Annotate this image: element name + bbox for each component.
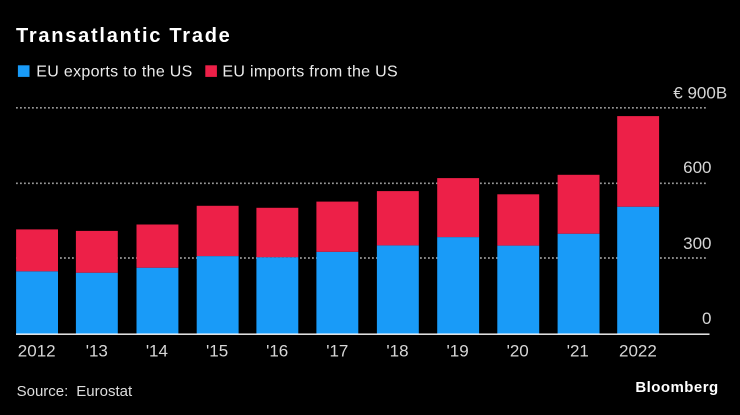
svg-text:Transatlantic Trade: Transatlantic Trade <box>16 25 232 47</box>
svg-text:'13: '13 <box>86 341 108 360</box>
svg-text:EU imports from the US: EU imports from the US <box>222 64 398 81</box>
svg-text:'18: '18 <box>386 341 408 360</box>
svg-text:'16: '16 <box>266 341 288 360</box>
svg-text:'20: '20 <box>507 341 529 360</box>
svg-text:€ 900B: € 900B <box>673 83 727 102</box>
svg-text:'15: '15 <box>206 341 228 360</box>
svg-text:0: 0 <box>702 309 711 328</box>
svg-text:'14: '14 <box>146 341 168 360</box>
svg-text:EU exports to the US: EU exports to the US <box>36 64 192 81</box>
svg-text:Bloomberg: Bloomberg <box>635 379 718 396</box>
svg-text:2022: 2022 <box>619 341 657 360</box>
svg-text:'17: '17 <box>326 341 348 360</box>
svg-text:'19: '19 <box>447 341 469 360</box>
svg-text:300: 300 <box>683 234 711 253</box>
svg-text:2012: 2012 <box>18 341 56 360</box>
svg-text:600: 600 <box>683 158 711 177</box>
svg-text:'21: '21 <box>567 341 589 360</box>
